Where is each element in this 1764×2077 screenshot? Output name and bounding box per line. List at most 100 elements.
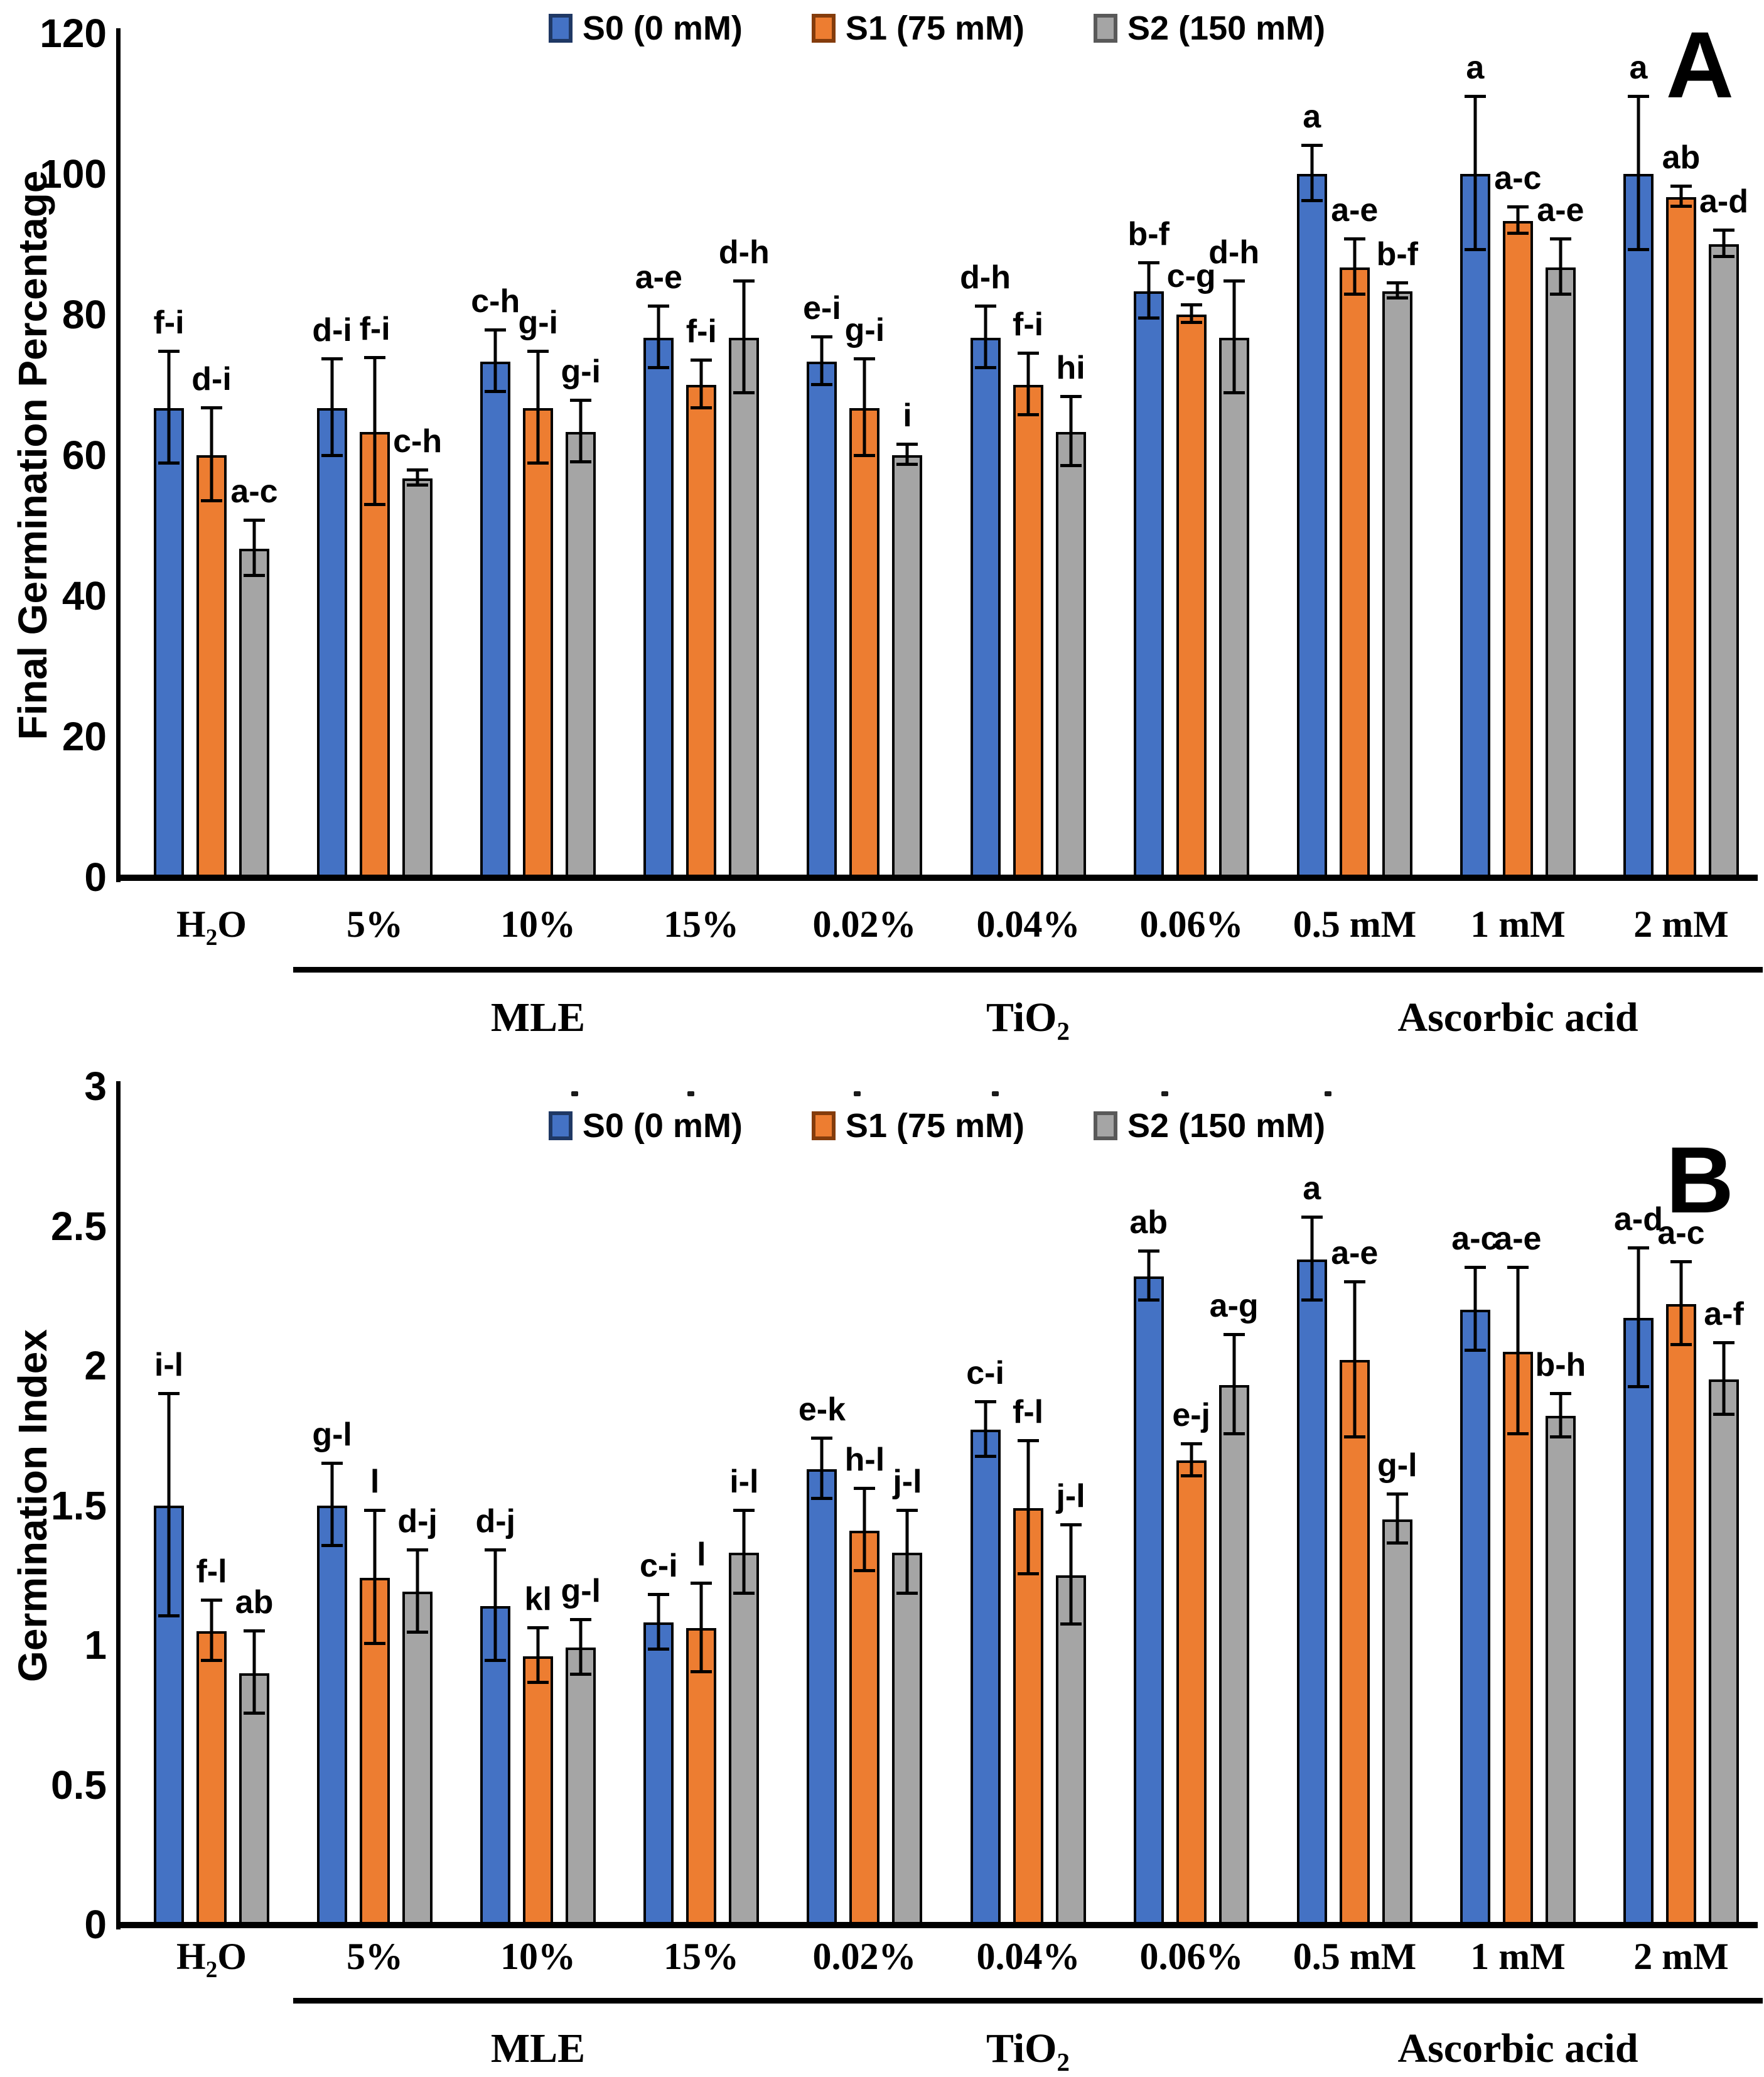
error-cap-bottom — [896, 1591, 918, 1595]
legend-item: S0 (0 mM) — [548, 9, 743, 48]
error-cap-bottom — [407, 1631, 429, 1634]
significance-label: a-c — [1494, 159, 1542, 197]
artifact-dash — [1161, 1091, 1168, 1096]
bar: kl — [523, 1583, 554, 1924]
error-bar — [493, 330, 497, 394]
error-cap-top — [1017, 1439, 1039, 1443]
error-cap-bottom — [1017, 413, 1039, 417]
significance-label: c-i — [966, 1354, 1004, 1391]
bar: c-h — [393, 425, 442, 877]
significance-label: a — [1303, 1170, 1321, 1207]
error-bar — [252, 1631, 256, 1715]
error-bar — [1232, 281, 1236, 394]
bar: a-e — [1537, 194, 1584, 877]
bar: g-l — [312, 1418, 352, 1924]
error-cap-bottom — [648, 1647, 670, 1651]
bar-group: d-i f-i c-h — [312, 313, 442, 877]
y-tick-label: 1.5 — [51, 1482, 107, 1528]
error-bar — [1147, 1251, 1151, 1302]
group-underline — [293, 1998, 783, 2004]
error-bar — [657, 1594, 660, 1651]
error-cap-top — [1060, 395, 1082, 399]
significance-label: a-c — [1657, 1215, 1705, 1252]
error-cap-bottom — [1627, 248, 1649, 252]
bar: i — [892, 399, 923, 877]
error-bar — [1637, 1248, 1640, 1388]
bar: a-d — [1614, 1203, 1663, 1924]
error-cap-bottom — [1017, 1572, 1039, 1575]
bar-group: c-i l i-l — [640, 1465, 760, 1924]
significance-label: d-i — [312, 311, 352, 348]
x-category-label: H2O — [176, 904, 247, 951]
bar-group: e-i g-i i — [803, 292, 923, 877]
error-cap-top — [1627, 1246, 1649, 1250]
significance-label: a-d — [1613, 1201, 1663, 1238]
y-tick-label: 80 — [62, 292, 107, 337]
bar: d-h — [1208, 236, 1259, 877]
error-cap-top — [321, 357, 343, 360]
legend-swatch — [1094, 14, 1118, 43]
significance-label: hi — [1056, 350, 1085, 387]
legend: S0 (0 mM) S1 (75 mM) S2 (150 mM) — [116, 9, 1758, 48]
bar: a-e — [1331, 194, 1378, 877]
error-cap-top — [854, 357, 876, 360]
bar: c-i — [640, 1550, 678, 1924]
x-category-label: 0.02% — [812, 1936, 917, 1977]
error-cap-bottom — [244, 1712, 265, 1715]
significance-label: b-f — [1376, 235, 1418, 272]
significance-label: a — [1466, 49, 1485, 86]
error-cap-top — [1549, 237, 1571, 241]
error-cap-top — [1343, 1280, 1365, 1283]
error-bar — [210, 1600, 213, 1662]
significance-label: d-j — [397, 1502, 438, 1540]
error-bar — [1473, 1268, 1477, 1352]
error-cap-bottom — [1627, 1384, 1649, 1388]
legend-swatch — [1094, 1111, 1118, 1140]
bar: g-l — [1377, 1449, 1417, 1924]
bar: l — [360, 1465, 390, 1924]
legend-label: S1 (75 mM) — [845, 1107, 1025, 1145]
error-bar — [1026, 1441, 1030, 1575]
error-bar — [536, 352, 540, 465]
bar: a — [1460, 51, 1490, 877]
bar: g-i — [518, 306, 558, 877]
error-bar — [863, 1488, 866, 1573]
bar: l — [686, 1538, 717, 1924]
error-bar — [699, 360, 703, 410]
bar: b-f — [1377, 238, 1418, 877]
group-name-label: TiO2 — [986, 2026, 1070, 2077]
significance-label: g-i — [844, 311, 885, 348]
error-cap-bottom — [1713, 1413, 1734, 1416]
error-cap-top — [1670, 185, 1692, 188]
bar-group: d-j kl g-l — [475, 1505, 601, 1924]
group-underline — [783, 1998, 1273, 2004]
error-cap-bottom — [1223, 1432, 1245, 1436]
error-cap-top — [1180, 1442, 1202, 1445]
error-bar — [373, 358, 377, 506]
error-cap-bottom — [896, 462, 918, 466]
error-cap-bottom — [201, 1658, 222, 1662]
x-category-label: 15% — [664, 904, 739, 945]
significance-label: f-i — [153, 305, 185, 342]
error-cap-top — [691, 1582, 713, 1585]
error-cap-top — [1343, 237, 1365, 241]
significance-label: ab — [1662, 139, 1701, 176]
bar: d-j — [475, 1505, 515, 1924]
y-tick-label: 0 — [84, 1902, 107, 1947]
legend-item: S1 (75 mM) — [811, 1106, 1025, 1145]
legend-label: S0 (0 mM) — [582, 1107, 743, 1145]
error-cap-top — [485, 1548, 507, 1551]
error-bar — [1026, 353, 1030, 417]
y-tick-label: 2.5 — [51, 1203, 107, 1249]
error-bar — [1679, 186, 1683, 208]
y-tick-label: 60 — [62, 433, 107, 478]
error-cap-bottom — [1223, 391, 1245, 394]
error-cap-bottom — [1464, 1348, 1486, 1352]
significance-label: g-i — [561, 353, 601, 390]
significance-label: a-e — [1331, 1234, 1379, 1271]
error-bar — [1722, 1343, 1726, 1416]
error-bar — [536, 1628, 540, 1685]
error-bar — [742, 281, 746, 394]
significance-label: i-l — [154, 1346, 184, 1383]
group-name-label: Ascorbic acid — [1397, 2026, 1638, 2071]
